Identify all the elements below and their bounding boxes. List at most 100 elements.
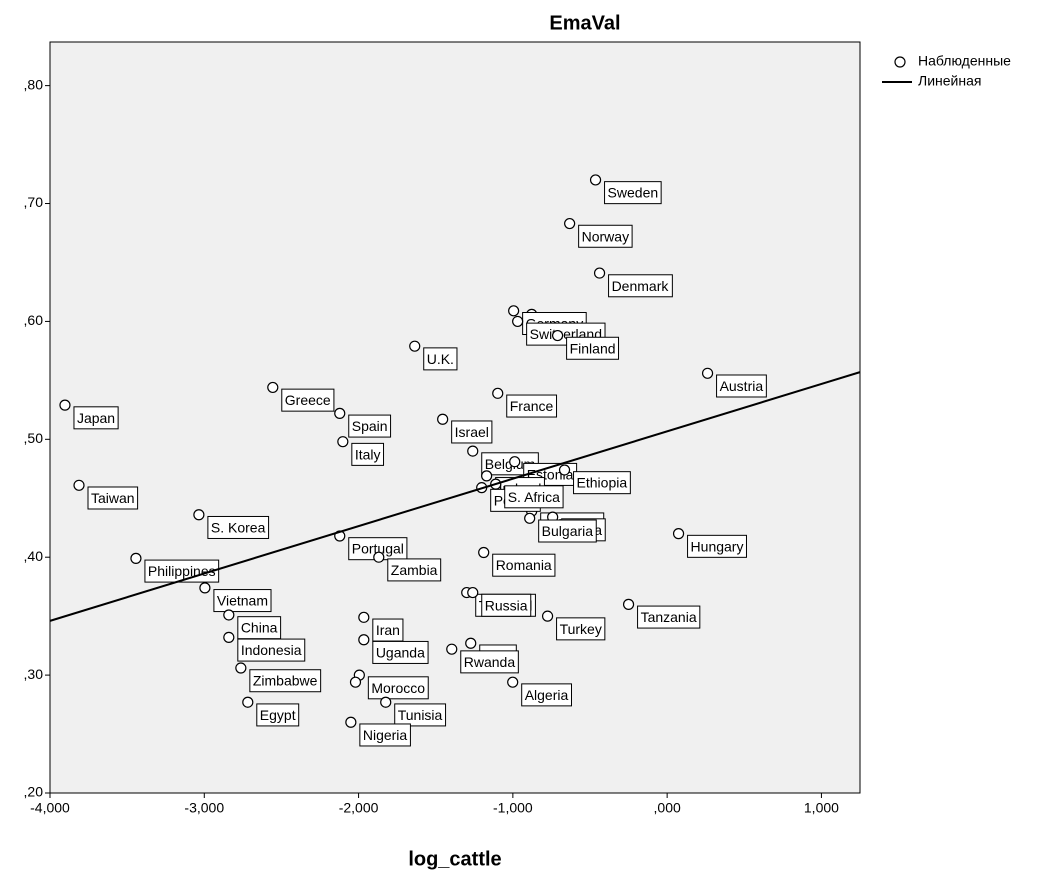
y-tick-label: ,20	[24, 784, 44, 800]
label-box	[504, 485, 564, 509]
point	[593, 267, 606, 279]
point-label: Indonesia	[241, 642, 302, 658]
y-tick-label: ,40	[24, 548, 44, 564]
point	[467, 586, 479, 599]
label-box	[237, 638, 306, 662]
label-box	[578, 224, 633, 248]
label-box	[73, 406, 119, 430]
point-label: S. Africa	[508, 489, 560, 505]
point-label: Israel	[455, 424, 489, 440]
point	[481, 470, 493, 482]
plot-area	[49, 41, 861, 794]
point	[564, 217, 576, 230]
point-label: Morocco	[371, 680, 425, 696]
point	[345, 716, 357, 728]
point	[524, 512, 536, 524]
point	[589, 174, 602, 186]
point-label: Algeria	[525, 687, 569, 703]
label-box	[637, 605, 701, 629]
point-label: China	[241, 620, 278, 636]
point	[467, 445, 479, 457]
label-box	[556, 617, 606, 641]
label-box	[604, 181, 662, 205]
label-box	[423, 347, 458, 371]
point	[622, 598, 635, 610]
point-label: Nigeria	[363, 727, 408, 743]
label-box	[372, 640, 429, 664]
point	[478, 546, 490, 559]
point-label: Denmark	[612, 278, 670, 294]
y-tick-label: ,50	[24, 430, 44, 446]
label-box	[492, 553, 556, 577]
point-label: Philippines	[148, 563, 216, 579]
label-box	[451, 420, 493, 444]
label-box	[87, 486, 139, 510]
point-label: Austria	[720, 378, 764, 394]
point-label: Norway	[582, 228, 629, 244]
label-box	[207, 515, 270, 539]
x-tick-label: 1,000	[804, 800, 839, 816]
label-box	[281, 388, 335, 412]
label-box	[566, 336, 620, 360]
x-tick-label: ,000	[654, 800, 681, 816]
x-tick-label: -4,000	[30, 800, 70, 816]
point-label: Bulgaria	[542, 523, 594, 539]
point	[512, 315, 524, 328]
point-label: Spain	[352, 418, 388, 434]
x-axis-label: log_cattle	[408, 848, 501, 870]
point	[242, 696, 254, 708]
point-label: Egypt	[260, 707, 296, 723]
point-label: Romania	[496, 557, 552, 573]
point	[507, 676, 519, 688]
fit-line	[49, 371, 861, 622]
point	[465, 637, 477, 649]
label-box	[249, 669, 322, 693]
point	[199, 582, 211, 594]
point	[223, 631, 235, 643]
point-label: Sweden	[608, 185, 659, 201]
point-label: Hungary	[691, 538, 744, 554]
point	[349, 676, 362, 688]
label-box	[573, 471, 631, 495]
point-label: Vietnam	[217, 593, 268, 609]
y-tick-label: ,60	[24, 312, 44, 328]
point-label: Iran	[376, 622, 400, 638]
point-label: Uganda	[376, 644, 425, 660]
point	[373, 551, 385, 563]
label-box	[256, 703, 300, 727]
point-label: Portugal	[352, 541, 404, 557]
point	[380, 696, 392, 708]
point	[337, 436, 349, 448]
point	[701, 367, 714, 379]
y-tick-label: ,80	[24, 76, 44, 92]
label-box	[687, 534, 747, 558]
point	[492, 387, 504, 399]
point	[334, 407, 346, 419]
label-box	[716, 374, 767, 398]
point-label: S. Korea	[211, 519, 266, 535]
point	[235, 662, 247, 674]
point	[508, 305, 520, 317]
point-label: U.K.	[427, 351, 454, 367]
point-label: Greece	[285, 392, 331, 408]
label-box	[506, 394, 558, 418]
point-label: Tanzania	[641, 609, 697, 625]
point	[130, 552, 142, 564]
point	[446, 643, 458, 655]
point-label: Italy	[355, 446, 381, 462]
point-label: Zambia	[391, 562, 438, 578]
point	[509, 456, 521, 468]
point-label: France	[510, 398, 554, 414]
legend-label: Линейная	[918, 73, 981, 89]
y-tick-label: ,30	[24, 666, 44, 682]
label-box	[144, 559, 220, 583]
point-label: Finland	[570, 340, 616, 356]
label-box	[351, 442, 385, 466]
label-box	[538, 519, 597, 543]
point	[73, 479, 85, 491]
label-box	[359, 723, 411, 747]
point-label: Ethiopia	[577, 475, 628, 491]
point	[223, 609, 235, 621]
label-box	[608, 274, 673, 298]
